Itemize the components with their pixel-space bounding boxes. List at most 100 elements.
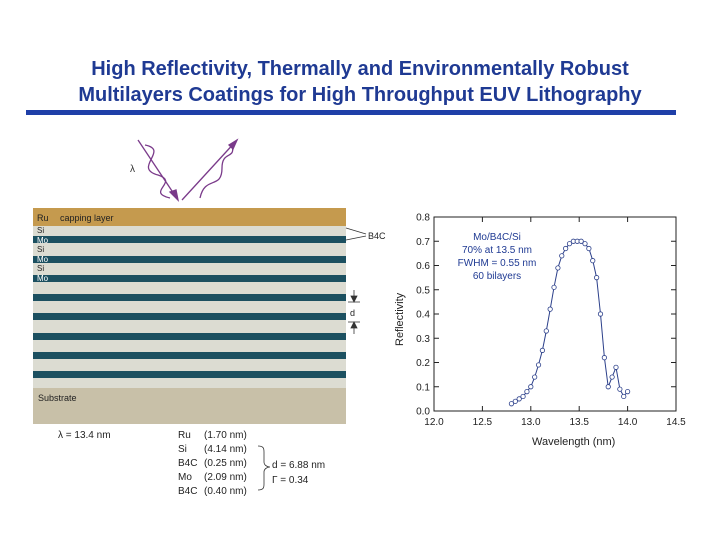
materials-list: Ru (1.70 nm) Si (4.14 nm) B4C (0.25 nm) Mo (2.0… (178, 430, 247, 497)
x-tick-label: 14.5 (666, 417, 686, 428)
y-tick-label: 0.2 (416, 358, 430, 369)
material-name: B4C (178, 486, 197, 497)
b4c-pointer (345, 227, 367, 241)
data-point (613, 364, 619, 370)
data-point (586, 245, 592, 252)
y-tick-label: 0.4 (416, 310, 430, 321)
data-point (582, 241, 588, 247)
material-thickness: (0.40 nm) (204, 486, 247, 497)
data-point (597, 311, 604, 317)
title-line-1: High Reflectivity, Thermally and Environ… (91, 58, 629, 80)
title-line-2: Multilayers Coatings for High Throughput… (78, 84, 642, 106)
chart-annotation-line: 70% at 13.5 nm (462, 245, 532, 256)
x-tick-label: 13.0 (521, 417, 541, 428)
gamma-value: Γ = 0.34 (272, 475, 309, 486)
data-point (535, 362, 542, 368)
y-tick-label: 0.3 (416, 334, 430, 345)
y-tick-label: 0.1 (416, 382, 430, 393)
y-tick-label: 0.7 (416, 237, 430, 248)
x-tick-label: 12.0 (424, 417, 444, 428)
chart-annotation-line: FWHM = 0.55 nm (458, 258, 537, 269)
data-point (543, 328, 549, 334)
chart-annotation-line: 60 bilayers (473, 271, 521, 282)
mo-layer (33, 275, 346, 282)
material-thickness: (4.14 nm) (204, 444, 247, 455)
chart-marks (508, 238, 631, 407)
data-point (516, 396, 522, 402)
mo-layer (33, 371, 346, 378)
y-tick-label: 0.8 (416, 213, 430, 224)
data-point (520, 393, 526, 400)
data-point (532, 374, 538, 380)
layer-label: Mo (37, 255, 49, 264)
mo-layer (33, 236, 346, 243)
data-point (508, 401, 515, 407)
mo-layer (33, 352, 346, 359)
data-point (617, 386, 623, 392)
chart-ticks: 12.0 12.5 13.0 13.5 14.0 14.5 0.0 0.1 0.2 0.3 0.4 0… (416, 213, 686, 429)
wave-arrows-icon (137, 138, 239, 202)
data-point (524, 388, 530, 395)
data-point (594, 275, 600, 281)
data-point (601, 355, 607, 361)
data-point (609, 374, 615, 380)
si-background (33, 226, 346, 388)
multilayer-stack (33, 208, 346, 424)
data-point (551, 284, 557, 290)
b4c-label: B4C (368, 231, 386, 241)
mo-layer (33, 333, 346, 340)
capping-layer-label: capping layer (60, 213, 114, 223)
x-tick-label: 13.5 (569, 417, 589, 428)
data-point (559, 253, 565, 259)
layer-label: Si (37, 245, 44, 254)
x-tick-label: 12.5 (473, 417, 493, 428)
layer-label: Mo (37, 274, 49, 283)
lambda-symbol: λ (130, 164, 135, 175)
wavelength-label: λ = 13.4 nm (58, 430, 111, 441)
data-point (547, 306, 553, 312)
data-point (512, 398, 518, 404)
substrate-label: Substrate (38, 393, 77, 403)
layer-label: Mo (37, 236, 49, 245)
layer-label: Si (37, 226, 44, 235)
data-point (566, 241, 573, 247)
chart-annotation: Mo/B4C/Si 70% at 13.5 nm FWHM = 0.55 nm 60 … (458, 232, 537, 282)
period-marker (348, 290, 360, 334)
y-tick-label: 0.6 (416, 261, 430, 272)
material-name: B4C (178, 458, 197, 469)
y-axis-label: Reflectivity (394, 292, 406, 346)
mo-layers (33, 236, 346, 378)
substrate-layer (33, 388, 346, 424)
material-brace (257, 445, 271, 491)
data-point (555, 265, 561, 271)
data-point (539, 347, 546, 353)
data-point (590, 258, 596, 264)
material-name: Ru (178, 430, 191, 441)
period-value: d = 6.88 nm (272, 460, 325, 471)
d-label: d (350, 308, 355, 318)
data-point (563, 245, 569, 252)
chart-annotation-line: Mo/B4C/Si (473, 232, 521, 243)
ru-capping-layer (33, 208, 346, 226)
x-tick-label: 14.0 (618, 417, 638, 428)
title-underline (26, 110, 676, 115)
data-point (621, 393, 627, 400)
material-name: Mo (178, 472, 192, 483)
material-thickness: (0.25 nm) (204, 458, 247, 469)
slide-title: High Reflectivity, Thermally and Environ… (0, 56, 720, 108)
data-point (528, 384, 534, 390)
reflectivity-chart: 12.0 12.5 13.0 13.5 14.0 14.5 0.0 0.1 0.2 0.3 0.4 0… (394, 213, 686, 449)
y-tick-label: 0.0 (416, 407, 430, 418)
data-point (578, 238, 584, 244)
material-name: Si (178, 444, 187, 455)
mo-layer (33, 313, 346, 320)
y-tick-label: 0.5 (416, 285, 430, 296)
ru-label: Ru (37, 213, 49, 223)
data-point (624, 388, 631, 395)
mo-layer (33, 294, 346, 301)
material-thickness: (1.70 nm) (204, 430, 247, 441)
x-axis-label: Wavelength (nm) (532, 436, 615, 448)
layer-label: Si (37, 264, 44, 273)
